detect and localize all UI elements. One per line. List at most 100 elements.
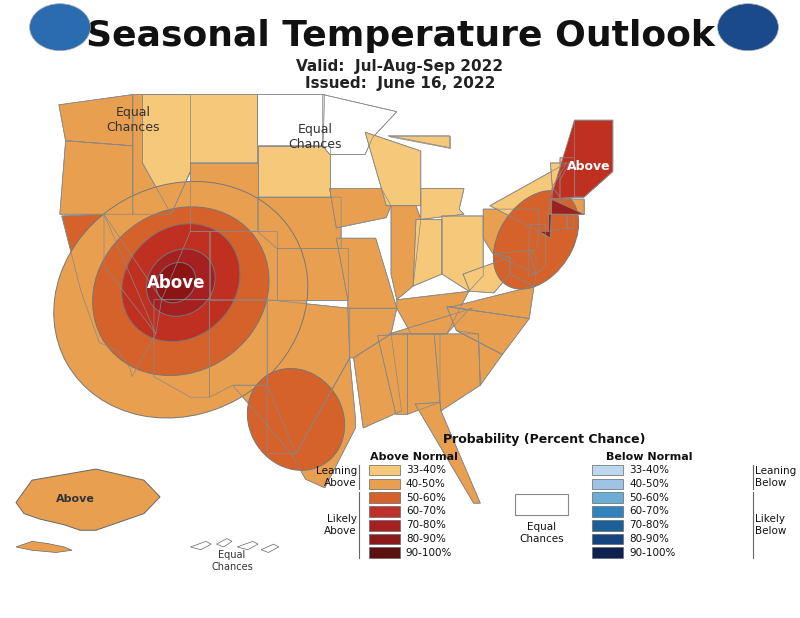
Polygon shape (237, 541, 258, 550)
Polygon shape (190, 163, 258, 231)
Polygon shape (463, 257, 510, 293)
Polygon shape (365, 132, 421, 206)
Bar (592, 520, 623, 530)
Polygon shape (258, 146, 330, 197)
Bar (515, 494, 568, 515)
Polygon shape (528, 248, 536, 276)
Text: Leaning
Below: Leaning Below (755, 466, 797, 488)
Polygon shape (16, 469, 160, 530)
Text: Equal
Chances: Equal Chances (519, 522, 564, 544)
Polygon shape (210, 231, 277, 300)
Ellipse shape (247, 368, 345, 470)
Polygon shape (210, 300, 267, 397)
Polygon shape (490, 163, 566, 238)
Polygon shape (442, 216, 483, 291)
Polygon shape (133, 95, 190, 214)
Polygon shape (550, 163, 570, 197)
Text: Leaning
Above: Leaning Above (315, 466, 357, 488)
Polygon shape (233, 358, 355, 488)
Text: 33-40%: 33-40% (406, 465, 446, 475)
Text: Below Normal: Below Normal (606, 452, 693, 462)
Text: Equal
Chances: Equal Chances (106, 106, 159, 134)
Polygon shape (389, 308, 473, 334)
Polygon shape (154, 300, 210, 397)
Text: Valid:  Jul-Aug-Sep 2022: Valid: Jul-Aug-Sep 2022 (297, 59, 503, 74)
Polygon shape (446, 307, 530, 355)
Polygon shape (323, 95, 397, 154)
Text: Above: Above (56, 494, 94, 504)
Polygon shape (277, 248, 348, 300)
Text: Above Normal: Above Normal (370, 452, 458, 462)
Polygon shape (388, 135, 450, 148)
Circle shape (718, 4, 778, 51)
Polygon shape (549, 214, 566, 231)
Bar (369, 548, 400, 558)
Text: 70-80%: 70-80% (406, 520, 446, 530)
Text: Above: Above (567, 160, 610, 173)
Text: 50-60%: 50-60% (629, 493, 669, 502)
Bar (369, 534, 400, 544)
Bar (592, 534, 623, 544)
Polygon shape (142, 95, 258, 214)
Ellipse shape (122, 224, 240, 342)
Text: 90-100%: 90-100% (629, 548, 675, 558)
Polygon shape (415, 402, 480, 503)
Polygon shape (483, 209, 539, 253)
Bar (369, 506, 400, 517)
Bar (369, 520, 400, 530)
Bar (592, 465, 623, 475)
Ellipse shape (494, 190, 578, 289)
Text: Equal
Chances: Equal Chances (289, 124, 342, 151)
Polygon shape (60, 141, 133, 214)
Polygon shape (413, 219, 442, 286)
Polygon shape (258, 197, 341, 248)
Bar (592, 478, 623, 489)
Text: 80-90%: 80-90% (629, 534, 669, 544)
Polygon shape (378, 334, 407, 414)
Ellipse shape (156, 263, 196, 303)
Text: Likely
Below: Likely Below (755, 514, 786, 536)
Polygon shape (104, 214, 162, 334)
Bar (592, 506, 623, 517)
Polygon shape (528, 224, 546, 274)
Bar (369, 465, 400, 475)
Polygon shape (446, 286, 534, 318)
Text: 60-70%: 60-70% (629, 506, 669, 517)
Polygon shape (397, 291, 470, 334)
Text: 90-100%: 90-100% (406, 548, 452, 558)
Text: Likely
Above: Likely Above (324, 514, 357, 536)
Text: 40-50%: 40-50% (629, 479, 669, 489)
Text: Issued:  June 16, 2022: Issued: June 16, 2022 (305, 76, 495, 91)
Text: 33-40%: 33-40% (629, 465, 669, 475)
Polygon shape (62, 214, 156, 377)
Polygon shape (566, 214, 574, 228)
Polygon shape (574, 120, 613, 197)
Polygon shape (258, 95, 325, 146)
Bar (369, 478, 400, 489)
Polygon shape (434, 334, 480, 411)
Text: Probability (Percent Chance): Probability (Percent Chance) (442, 433, 646, 446)
Polygon shape (336, 238, 397, 308)
Bar (369, 493, 400, 503)
Circle shape (30, 4, 90, 51)
Ellipse shape (54, 182, 308, 418)
Ellipse shape (93, 207, 269, 376)
Text: Above: Above (146, 274, 206, 292)
Polygon shape (16, 541, 72, 552)
Text: 80-90%: 80-90% (406, 534, 446, 544)
Text: 70-80%: 70-80% (629, 520, 669, 530)
Text: 50-60%: 50-60% (406, 493, 446, 502)
Text: Seasonal Temperature Outlook: Seasonal Temperature Outlook (86, 19, 714, 53)
Polygon shape (162, 231, 210, 300)
Polygon shape (539, 187, 584, 238)
Polygon shape (456, 331, 502, 385)
Polygon shape (190, 541, 211, 550)
Text: 40-50%: 40-50% (406, 479, 446, 489)
Polygon shape (354, 334, 402, 428)
Polygon shape (216, 538, 232, 547)
Polygon shape (421, 188, 464, 219)
Polygon shape (386, 206, 421, 300)
Text: Equal
Chances: Equal Chances (211, 550, 253, 572)
Polygon shape (59, 95, 133, 146)
Bar (592, 493, 623, 503)
